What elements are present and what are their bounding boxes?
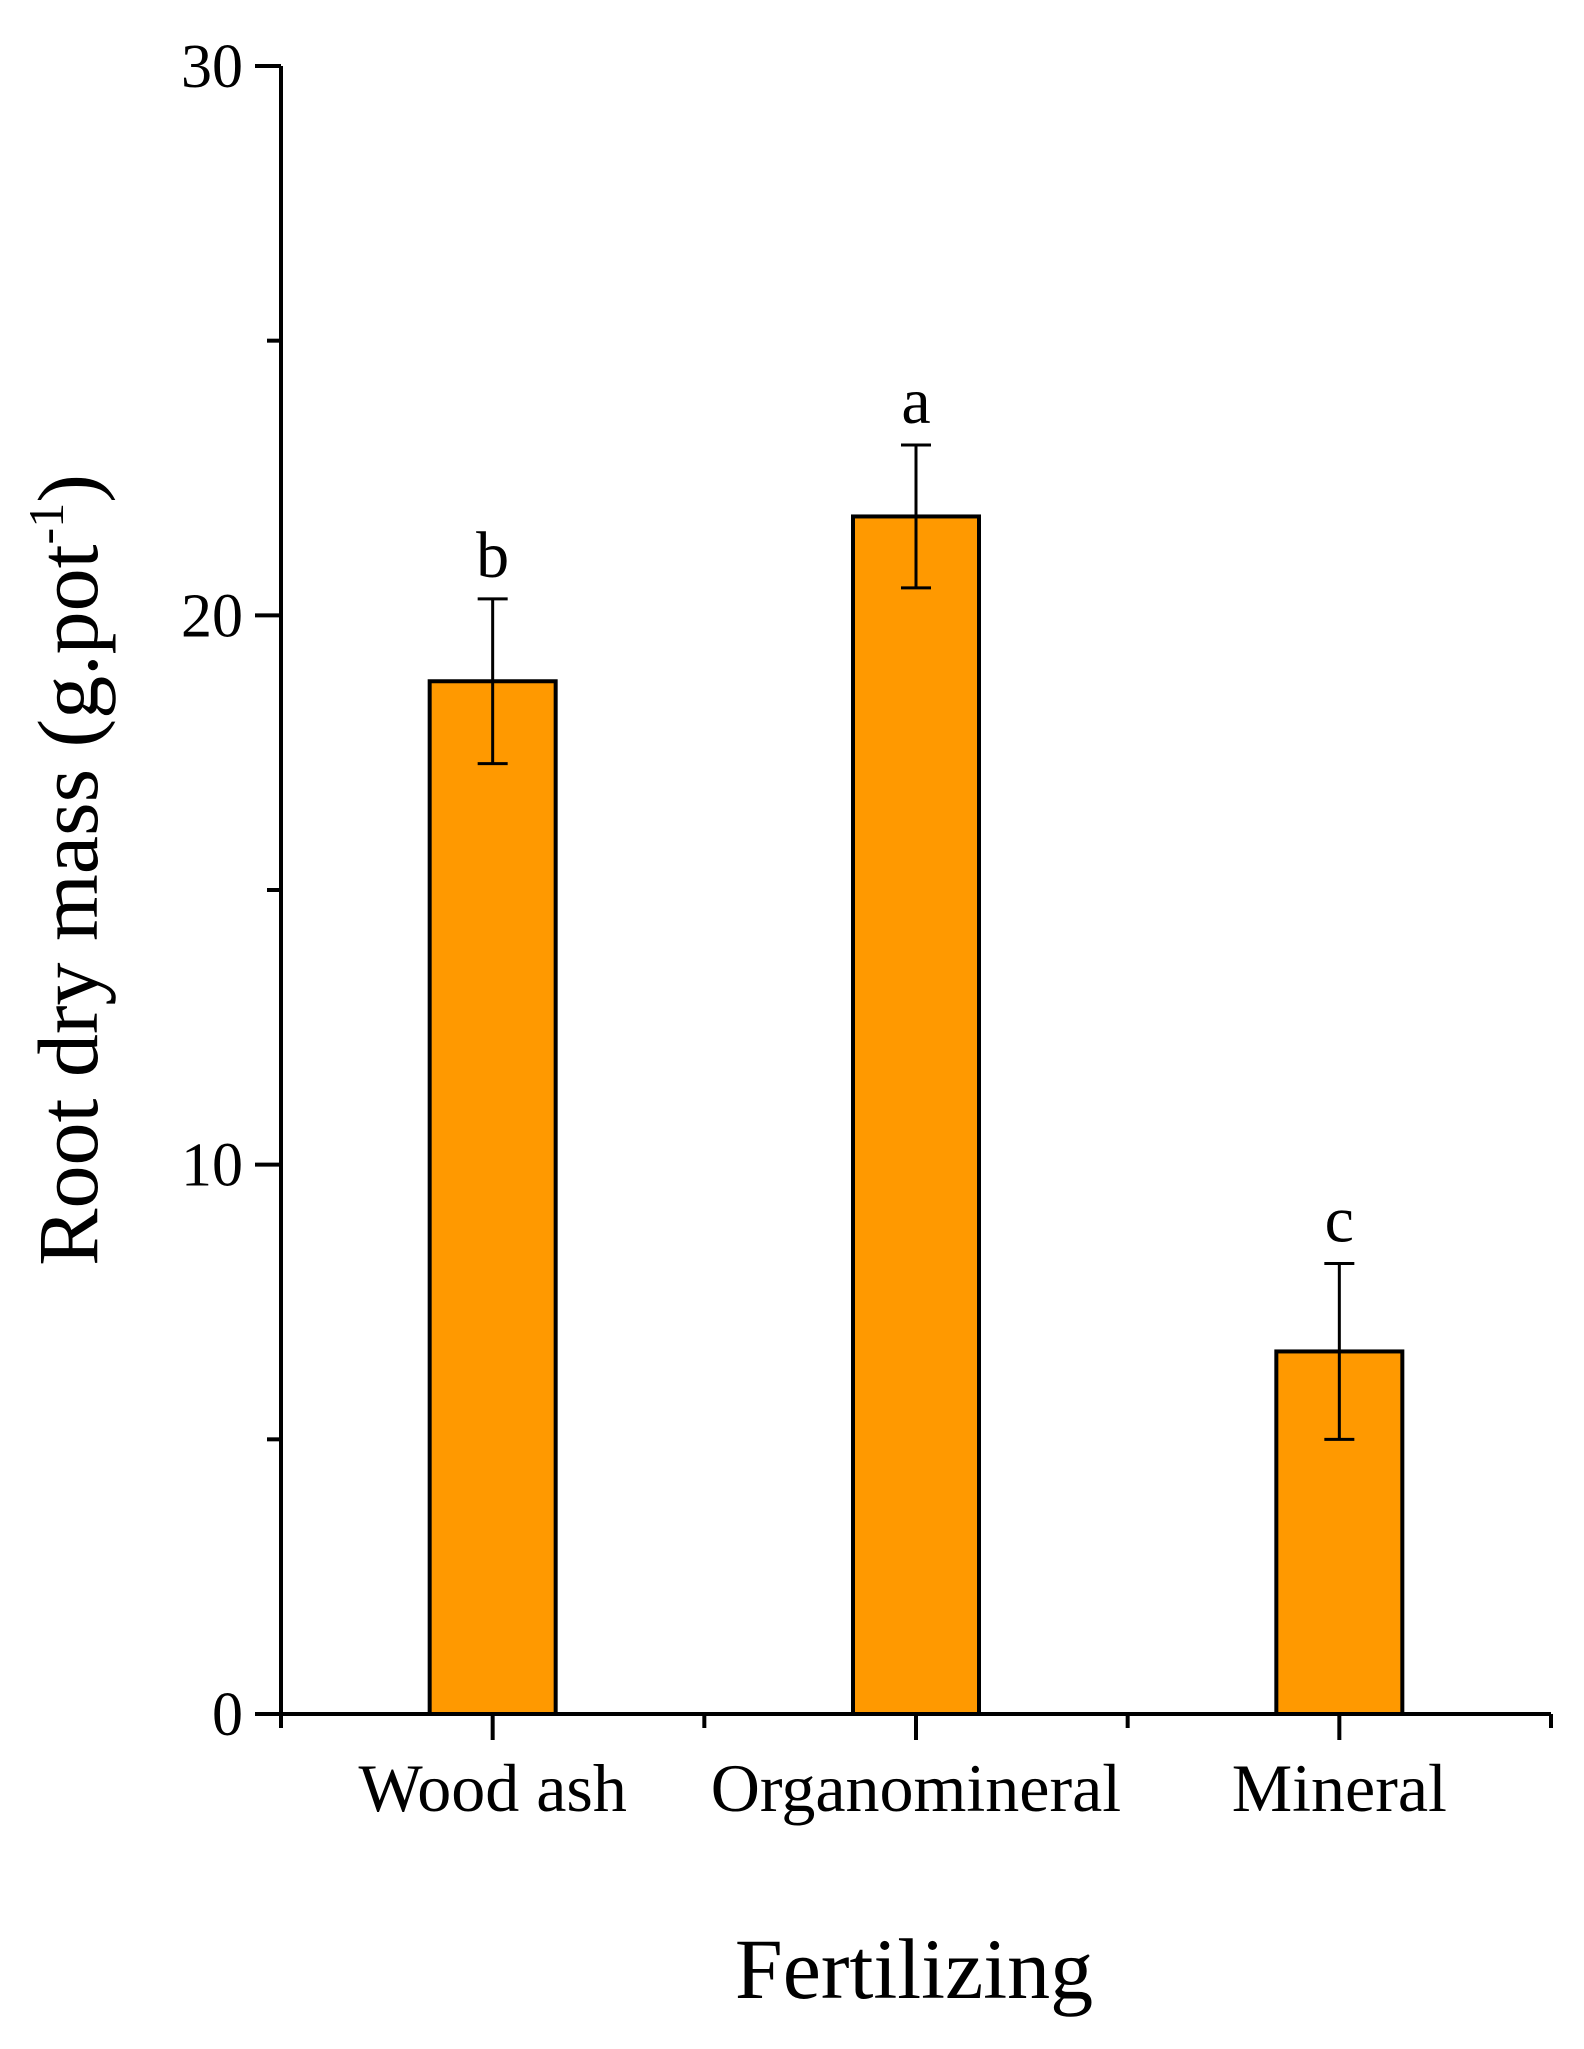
axis-titles: Fertilizing Root dry mass (g.pot-1) (18, 474, 1093, 2017)
significance-letter: a (901, 365, 930, 438)
y-axis-title-superscript: -1 (18, 503, 74, 545)
y-axis-title-close: ) (20, 474, 116, 503)
error-bars (477, 443, 1355, 1441)
y-tick-label: 0 (212, 1681, 243, 1749)
y-tick-label: 10 (181, 1132, 243, 1200)
x-tick-label: Mineral (1232, 1750, 1447, 1826)
significance-letter: b (476, 519, 509, 592)
x-tick-label: Wood ash (358, 1750, 626, 1826)
bars (427, 514, 1405, 1717)
bar (851, 514, 981, 1716)
x-axis: Wood ash Organomineral Mineral (279, 1712, 1553, 1826)
y-axis-title-main: Root dry mass (g.pot (20, 544, 116, 1266)
y-axis-title: Root dry mass (g.pot-1) (18, 474, 116, 1266)
bar (427, 679, 558, 1717)
x-axis-title: Fertilizing (735, 1921, 1093, 2017)
significance-letters: b a c (476, 365, 1354, 1257)
y-axis: 0 10 20 30 (181, 33, 283, 1749)
bar (1274, 1349, 1405, 1716)
significance-letter: c (1325, 1184, 1354, 1257)
x-tick-label: Organomineral (711, 1750, 1121, 1826)
y-tick-label: 20 (181, 582, 243, 650)
y-tick-label: 30 (181, 33, 243, 101)
